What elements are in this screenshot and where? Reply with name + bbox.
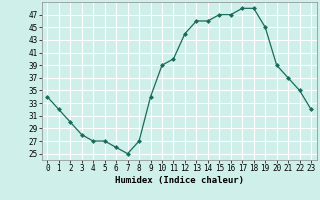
X-axis label: Humidex (Indice chaleur): Humidex (Indice chaleur) [115, 176, 244, 185]
